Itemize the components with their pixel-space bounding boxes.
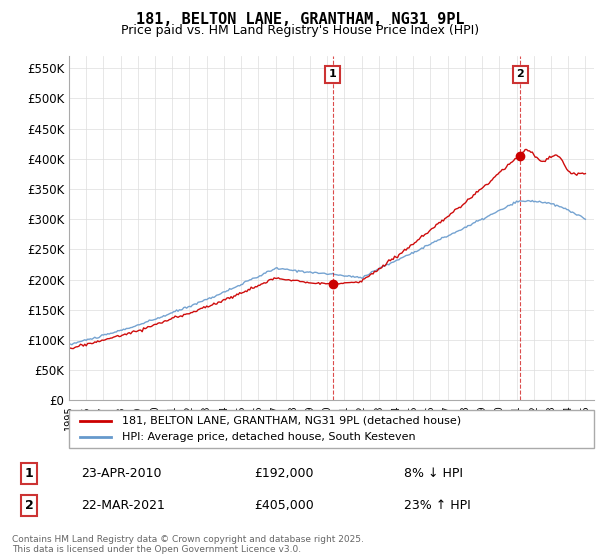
Text: 22-MAR-2021: 22-MAR-2021 (81, 499, 165, 512)
Text: 181, BELTON LANE, GRANTHAM, NG31 9PL (detached house): 181, BELTON LANE, GRANTHAM, NG31 9PL (de… (121, 416, 461, 426)
Text: 1: 1 (329, 69, 337, 80)
Text: 8% ↓ HPI: 8% ↓ HPI (404, 467, 463, 480)
Text: 181, BELTON LANE, GRANTHAM, NG31 9PL: 181, BELTON LANE, GRANTHAM, NG31 9PL (136, 12, 464, 27)
Text: £405,000: £405,000 (254, 499, 314, 512)
Text: 23% ↑ HPI: 23% ↑ HPI (404, 499, 470, 512)
Text: HPI: Average price, detached house, South Kesteven: HPI: Average price, detached house, Sout… (121, 432, 415, 442)
Text: Price paid vs. HM Land Registry's House Price Index (HPI): Price paid vs. HM Land Registry's House … (121, 24, 479, 37)
Text: 1: 1 (25, 467, 34, 480)
FancyBboxPatch shape (69, 410, 594, 448)
Text: Contains HM Land Registry data © Crown copyright and database right 2025.
This d: Contains HM Land Registry data © Crown c… (12, 535, 364, 554)
Text: £192,000: £192,000 (254, 467, 313, 480)
Text: 2: 2 (517, 69, 524, 80)
Text: 23-APR-2010: 23-APR-2010 (81, 467, 161, 480)
Text: 2: 2 (25, 499, 34, 512)
